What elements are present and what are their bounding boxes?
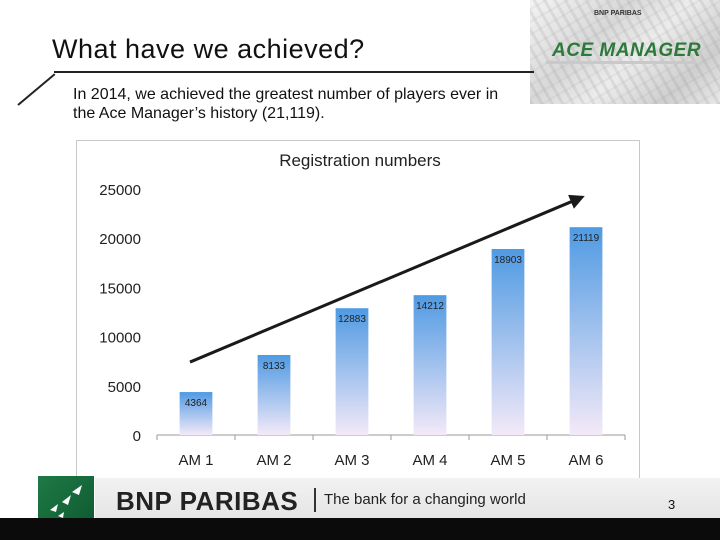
- bnp-stars-logo: [38, 476, 94, 526]
- bar-am-5: [491, 248, 525, 435]
- title-underline: [54, 71, 534, 73]
- data-label: 4364: [185, 398, 208, 409]
- slide-body-text: In 2014, we achieved the greatest number…: [73, 86, 499, 122]
- x-axis: AM 1 AM 2 AM 3 AM 4 AM 5 AM 6: [156, 435, 626, 469]
- footer-bottom-bar: [0, 518, 720, 540]
- slide-title: What have we achieved?: [52, 34, 365, 64]
- x-tick-label: AM 6: [568, 452, 603, 469]
- x-tick-label: AM 1: [178, 452, 213, 469]
- y-tick-label: 20000: [99, 231, 141, 248]
- footer-panel: [95, 478, 720, 524]
- footer-tagline: The bank for a changing world: [324, 491, 526, 508]
- x-tick-label: AM 2: [256, 452, 291, 469]
- bar-am-1: [179, 392, 213, 435]
- data-labels: 4364 8133 12883 14212 18903 21119: [185, 233, 600, 409]
- decorative-slash: [17, 73, 56, 106]
- y-tick-label: 10000: [99, 330, 141, 347]
- data-label: 12883: [338, 314, 366, 325]
- bnp-small-logo: BNP PARIBAS: [594, 10, 642, 17]
- trend-arrow: [189, 194, 585, 364]
- header-pattern: [530, 0, 720, 104]
- bar-am-2: [257, 354, 291, 435]
- y-tick-label: 0: [133, 428, 141, 445]
- registration-chart: Registration numbers 0 5000 10000 15000 2000…: [99, 151, 626, 469]
- chart-frame: Registration numbers 0 5000 10000 15000 2000…: [76, 140, 640, 486]
- data-label: 18903: [494, 255, 522, 266]
- header-banner: BNP PARIBAS ACE MANAGER: [530, 0, 720, 104]
- bars: [179, 227, 603, 435]
- y-tick-label: 5000: [108, 379, 141, 396]
- x-tick-label: AM 3: [334, 452, 369, 469]
- stars-icon: [50, 485, 82, 518]
- bar-am-3: [335, 308, 369, 435]
- x-tick-label: AM 5: [490, 452, 525, 469]
- bar-am-6: [569, 227, 603, 435]
- chart-title: Registration numbers: [279, 151, 441, 170]
- ace-manager-logo: ACE MANAGER: [546, 40, 702, 64]
- y-tick-label: 25000: [99, 182, 141, 199]
- data-label: 8133: [263, 361, 286, 372]
- logo-swoosh: [546, 61, 696, 64]
- y-tick-label: 15000: [99, 280, 141, 297]
- page-number: 3: [668, 497, 676, 512]
- x-tick-label: AM 4: [412, 452, 447, 469]
- data-label: 21119: [573, 233, 600, 244]
- footer-brand: BNP PARIBAS: [116, 486, 299, 516]
- footer-separator: [314, 488, 316, 512]
- bar-am-4: [413, 295, 447, 435]
- data-label: 14212: [416, 301, 444, 312]
- ace-manager-logo-text: ACE MANAGER: [552, 40, 702, 61]
